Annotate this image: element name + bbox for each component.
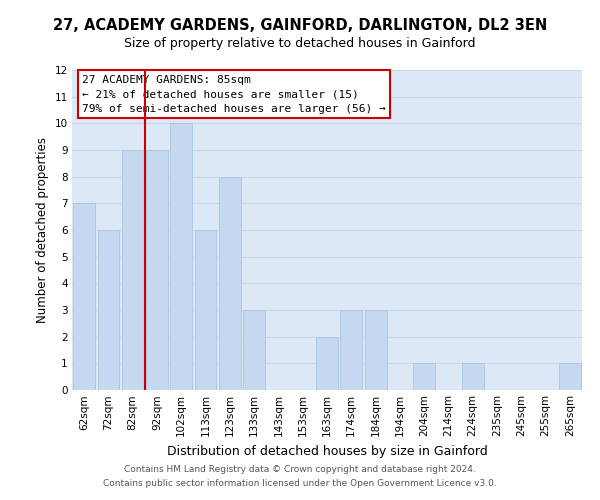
Text: Size of property relative to detached houses in Gainford: Size of property relative to detached ho…: [124, 38, 476, 51]
Bar: [170, 124, 192, 390]
X-axis label: Distribution of detached houses by size in Gainford: Distribution of detached houses by size …: [167, 444, 487, 458]
Bar: [559, 364, 581, 390]
Bar: [340, 310, 362, 390]
Bar: [243, 310, 265, 390]
Text: 27 ACADEMY GARDENS: 85sqm
← 21% of detached houses are smaller (15)
79% of semi-: 27 ACADEMY GARDENS: 85sqm ← 21% of detac…: [82, 75, 386, 114]
Bar: [194, 230, 217, 390]
Y-axis label: Number of detached properties: Number of detached properties: [36, 137, 49, 323]
Bar: [365, 310, 386, 390]
Bar: [122, 150, 143, 390]
Bar: [413, 364, 435, 390]
Bar: [73, 204, 95, 390]
Bar: [462, 364, 484, 390]
Text: 27, ACADEMY GARDENS, GAINFORD, DARLINGTON, DL2 3EN: 27, ACADEMY GARDENS, GAINFORD, DARLINGTO…: [53, 18, 547, 32]
Bar: [146, 150, 168, 390]
Bar: [316, 336, 338, 390]
Bar: [97, 230, 119, 390]
Bar: [219, 176, 241, 390]
Text: Contains HM Land Registry data © Crown copyright and database right 2024.
Contai: Contains HM Land Registry data © Crown c…: [103, 466, 497, 487]
